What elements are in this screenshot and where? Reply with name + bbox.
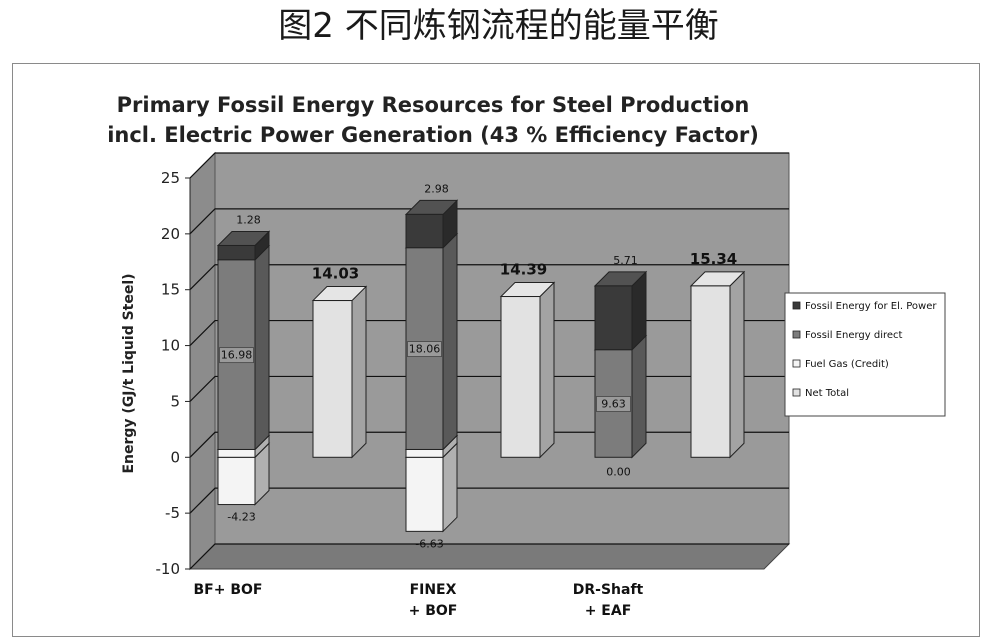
data-label-credit: 0.00 <box>606 465 631 478</box>
y-tick-label: 10 <box>161 337 180 355</box>
y-tick-label: -5 <box>165 504 180 522</box>
y-tick-label: 25 <box>161 169 180 187</box>
category-label: BF+ BOF <box>194 582 263 598</box>
y-tick-label: 0 <box>170 448 180 466</box>
legend-swatch <box>792 388 801 397</box>
data-label-el-power: 1.28 <box>236 213 261 226</box>
plot-floor <box>188 543 791 570</box>
legend-entry: Fuel Gas (Credit) <box>805 359 889 370</box>
data-label-box <box>596 396 631 412</box>
legend-swatch <box>792 301 801 310</box>
category-label: DR-Shaft <box>573 582 644 598</box>
data-label-el-power: 5.71 <box>613 254 638 267</box>
data-label-direct: 16.98 <box>221 349 253 362</box>
data-label-credit: -4.23 <box>227 511 255 524</box>
energy-bar-chart: Primary Fossil Energy Resources for Stee… <box>107 93 946 619</box>
category-label-line2: + EAF <box>585 603 632 619</box>
category-label-line2: + BOF <box>409 603 458 619</box>
data-label-net: 14.39 <box>500 261 547 279</box>
gridline <box>189 543 789 570</box>
data-label-net: 14.03 <box>312 265 359 283</box>
bar-fossil-energy-el-power <box>404 199 459 249</box>
legend-swatch <box>792 359 801 368</box>
legend-entry: Fossil Energy for El. Power <box>805 301 937 312</box>
y-tick-label: 20 <box>161 225 180 243</box>
y-axis-label: Energy (GJ/t Liquid Steel) <box>121 273 137 473</box>
category-label: FINEX <box>410 582 457 598</box>
chart-title-line2: incl. Electric Power Generation (43 % Ef… <box>107 123 759 147</box>
legend-swatch <box>792 330 801 339</box>
data-label-direct: 18.06 <box>409 343 441 356</box>
data-label-direct: 9.63 <box>601 397 626 410</box>
figure-caption: 图2 不同炼钢流程的能量平衡 <box>278 6 719 46</box>
bar-net-total <box>689 270 746 459</box>
bar-net-total <box>499 281 556 459</box>
gridline <box>189 208 789 235</box>
gridline <box>189 487 789 514</box>
chart-frame: Primary Fossil Energy Resources for Stee… <box>12 63 980 637</box>
y-tick-label: 5 <box>170 392 180 410</box>
data-label-el-power: 2.98 <box>424 182 449 195</box>
gridline <box>189 152 789 179</box>
plot-area-side-wall <box>189 151 216 571</box>
data-label-credit: -6.63 <box>415 537 443 550</box>
legend-entry: Fossil Energy direct <box>805 330 903 341</box>
data-label-box <box>407 341 442 357</box>
bar-fossil-energy-el-power <box>593 270 648 351</box>
bar-fossil-energy-el-power <box>216 230 271 261</box>
y-tick-label: -10 <box>156 560 181 578</box>
legend-box <box>784 292 946 417</box>
bar-net-total <box>311 285 368 459</box>
chart-title-line1: Primary Fossil Energy Resources for Stee… <box>117 93 750 117</box>
legend-entry: Net Total <box>805 388 849 399</box>
y-tick-label: 15 <box>161 281 180 299</box>
data-label-box <box>219 347 254 364</box>
data-label-net: 15.34 <box>690 250 737 268</box>
gridline <box>189 264 789 291</box>
